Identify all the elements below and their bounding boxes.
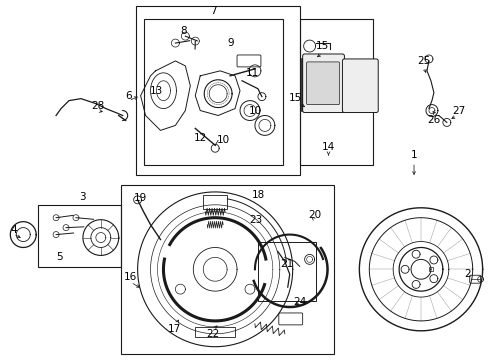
Text: 10: 10 (248, 105, 261, 116)
FancyBboxPatch shape (306, 62, 339, 105)
Text: 20: 20 (307, 210, 321, 220)
Text: 21: 21 (280, 259, 293, 269)
Text: 25: 25 (416, 56, 430, 66)
FancyBboxPatch shape (237, 55, 261, 67)
Text: 10: 10 (216, 135, 229, 145)
Text: 23: 23 (249, 215, 262, 225)
Bar (195, 327, 235, 337)
Bar (38, 205, 121, 267)
Text: 6: 6 (125, 91, 132, 101)
Text: 24: 24 (292, 297, 305, 307)
FancyBboxPatch shape (278, 313, 302, 325)
Text: 1: 1 (410, 150, 416, 160)
Text: 13: 13 (149, 86, 163, 96)
Text: 18: 18 (252, 190, 265, 200)
FancyBboxPatch shape (342, 59, 377, 113)
FancyBboxPatch shape (469, 275, 480, 283)
Text: 8: 8 (180, 26, 186, 36)
Text: 11: 11 (245, 68, 258, 78)
FancyBboxPatch shape (302, 54, 344, 113)
Bar (121, 185, 334, 354)
Text: 28: 28 (91, 100, 104, 111)
Text: 12: 12 (193, 133, 206, 143)
Bar (203, 195, 226, 209)
Bar (135, 6, 299, 175)
Text: 17: 17 (167, 324, 181, 334)
Text: 22: 22 (206, 329, 219, 339)
Text: 26: 26 (427, 116, 440, 126)
Bar (257, 242, 315, 301)
Text: 4: 4 (10, 225, 17, 235)
Text: 14: 14 (321, 142, 334, 152)
Text: 9: 9 (227, 38, 234, 48)
Text: 7: 7 (209, 6, 216, 16)
Text: 2: 2 (464, 269, 470, 279)
Text: 16: 16 (124, 272, 137, 282)
Bar (143, 19, 282, 165)
Text: 3: 3 (80, 192, 86, 202)
Text: 19: 19 (134, 193, 147, 203)
Text: 15: 15 (288, 93, 302, 103)
Text: 27: 27 (451, 105, 465, 116)
Bar (428, 267, 432, 271)
Bar (299, 19, 372, 165)
Text: 5: 5 (56, 252, 62, 262)
Text: 15: 15 (315, 41, 328, 51)
